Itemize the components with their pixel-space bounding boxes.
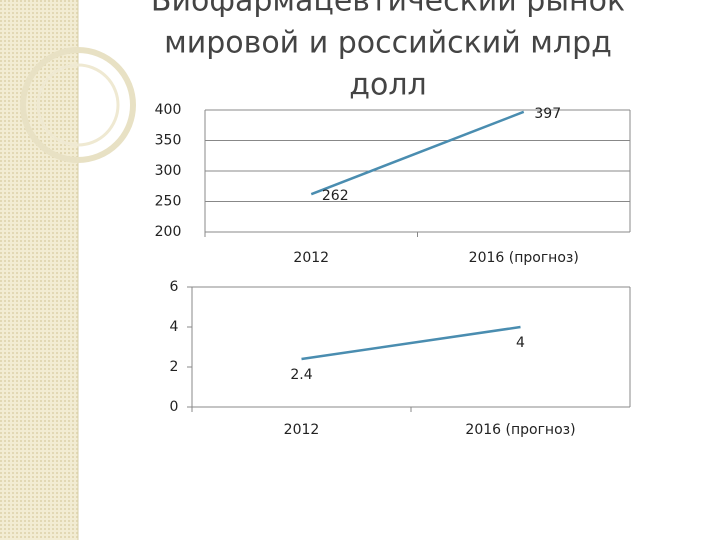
data-label: 2.4 bbox=[290, 367, 312, 383]
ornament bbox=[36, 63, 120, 147]
x-tick-label: 2012 bbox=[284, 422, 320, 438]
y-tick-label: 250 bbox=[155, 194, 182, 210]
y-tick-label: 350 bbox=[155, 133, 182, 149]
x-tick-label: 2016 (прогноз) bbox=[465, 422, 575, 438]
line bbox=[301, 325, 521, 361]
y-tick-label: 2 bbox=[170, 359, 179, 375]
x-tick-label: 2012 bbox=[293, 250, 329, 266]
title: мировой и российский млрд bbox=[164, 26, 612, 61]
x-tick-label: 2016 (прогноз) bbox=[469, 250, 579, 266]
y-tick-label: 300 bbox=[155, 163, 182, 179]
y-tick-label: 0 bbox=[170, 399, 179, 415]
line bbox=[310, 110, 525, 196]
title: долл bbox=[349, 68, 426, 103]
data-label: 262 bbox=[322, 188, 349, 204]
y-tick-label: 4 bbox=[170, 319, 179, 335]
y-tick-label: 200 bbox=[155, 224, 182, 240]
title: Биофармацевтический рынок bbox=[151, 0, 625, 19]
ornament bbox=[20, 47, 136, 163]
data-label: 4 bbox=[516, 335, 525, 351]
y-tick-label: 6 bbox=[170, 279, 179, 295]
side-strip bbox=[0, 0, 78, 540]
data-label: 397 bbox=[534, 106, 561, 122]
y-tick-label: 400 bbox=[155, 102, 182, 118]
